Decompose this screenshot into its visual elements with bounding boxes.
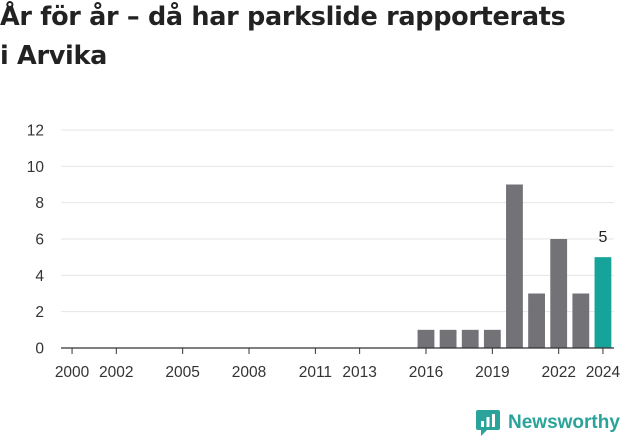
x-tick-label-2008: 2008	[232, 364, 266, 381]
x-tick-label-2022: 2022	[541, 364, 575, 381]
x-tick-label-2013: 2013	[342, 364, 376, 381]
bar-2023	[572, 293, 590, 348]
y-tick-label-10: 10	[27, 159, 45, 176]
y-tick-label-4: 4	[35, 268, 44, 285]
newsworthy-logo-icon	[476, 410, 500, 436]
x-tick-label-2005: 2005	[165, 364, 199, 381]
x-tick-label-2016: 2016	[409, 364, 443, 381]
brand-name: Newsworthy	[508, 412, 620, 433]
bar-2020	[506, 184, 523, 348]
x-tick-label-2011: 2011	[299, 364, 332, 381]
data-label-2024: 5	[598, 229, 607, 246]
chart-title-line-1: År för år – då har parkslide rapporterat…	[0, 2, 566, 32]
chart-title-line-2: i Arvika	[0, 41, 108, 71]
y-tick-label-6: 6	[35, 232, 44, 249]
x-tick-label-2002: 2002	[99, 364, 133, 381]
bar-2018	[461, 329, 479, 348]
x-tick-label-2000: 2000	[55, 364, 90, 381]
y-tick-label-0: 0	[35, 341, 44, 358]
bar-2022	[550, 239, 568, 348]
y-tick-label-2: 2	[35, 304, 44, 321]
bar-2021	[528, 293, 545, 348]
chart-title: År för år – då har parkslide rapporterat…	[0, 0, 631, 76]
bar-2019	[483, 329, 501, 348]
newsworthy-logo: Newsworthy	[475, 408, 620, 438]
y-tick-label-8: 8	[35, 195, 44, 212]
x-tick-label-2024: 2024	[586, 364, 621, 381]
x-tick-label-2019: 2019	[475, 364, 509, 381]
y-tick-label-12: 12	[27, 123, 44, 140]
bar-2024	[594, 257, 612, 348]
bar-2016	[417, 329, 435, 348]
bar-2017	[439, 329, 457, 348]
